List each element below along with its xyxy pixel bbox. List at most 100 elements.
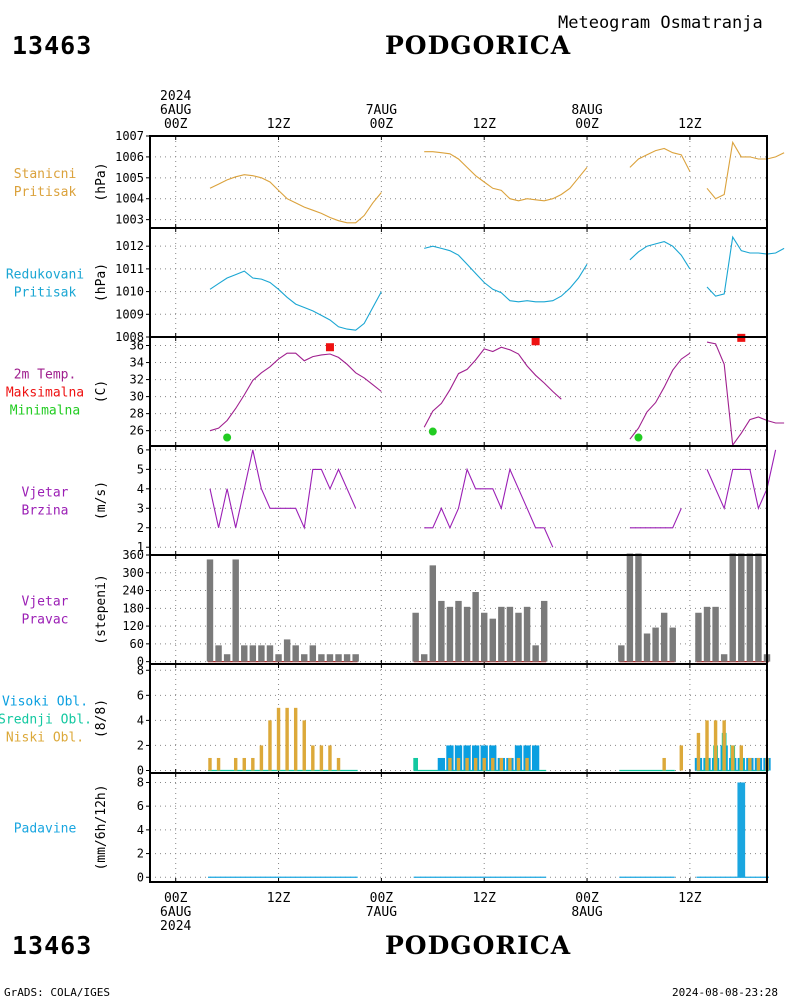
- parameter-label: Pravac: [22, 613, 69, 628]
- y-tick-label: 240: [122, 584, 144, 598]
- wind-direction-bar: [249, 645, 257, 662]
- time-label-top: 00Z: [370, 117, 394, 132]
- cloud-cover-bar: [465, 757, 469, 771]
- time-label-top: 8AUG: [571, 103, 602, 118]
- y-tick-label: 1005: [115, 171, 144, 185]
- wind-direction-bar: [455, 600, 462, 662]
- time-label-bottom: 00Z: [164, 891, 188, 906]
- time-label-top: 12Z: [678, 117, 702, 132]
- temperature-line: [423, 346, 562, 428]
- cloud-cover-bar: [268, 720, 272, 771]
- parameter-label: Srednji Obl.: [0, 713, 92, 728]
- wind-direction-bar: [223, 654, 231, 662]
- temperature-line: [706, 341, 785, 447]
- wind-direction-bar: [489, 618, 496, 662]
- cloud-cover-bar: [413, 757, 419, 771]
- y-tick-label: 180: [122, 601, 144, 615]
- cloud-cover-bar: [722, 720, 726, 771]
- wind-direction-bar: [618, 645, 625, 662]
- y-tick-label: 6: [137, 799, 144, 813]
- time-label-top: 00Z: [575, 117, 599, 132]
- wind-direction-bar: [652, 627, 659, 662]
- time-label-top: 12Z: [267, 117, 291, 132]
- reduced-pressure-line: [706, 235, 785, 297]
- station-id-bottom: 13463: [12, 931, 93, 960]
- wind-direction-bar: [421, 654, 428, 662]
- wind-direction-bar: [540, 600, 548, 662]
- y-tick-label: 1008: [115, 330, 144, 344]
- wind-direction-bar: [301, 654, 308, 662]
- wind-direction-bar: [352, 654, 359, 662]
- y-tick-label: 28: [130, 407, 144, 421]
- y-tick-label: 300: [122, 566, 144, 580]
- y-tick-label: 0: [137, 655, 144, 669]
- wind-direction-bar: [412, 612, 419, 662]
- tmin-marker: [634, 433, 643, 442]
- y-tick-label: 1009: [115, 307, 144, 321]
- city-name-bottom: PODGORICA: [385, 931, 572, 960]
- time-label-top: 2024: [160, 89, 191, 104]
- wind-direction-bar: [241, 645, 248, 662]
- cloud-cover-bar: [491, 757, 495, 771]
- wind-direction-bar: [635, 553, 642, 662]
- y-tick-label: 2: [137, 847, 144, 861]
- parameter-label: Minimalna: [10, 404, 80, 419]
- cloud-cover-bar: [311, 745, 315, 771]
- cloud-cover-bar: [276, 707, 281, 771]
- wind-direction-bar: [206, 559, 214, 662]
- cloud-cover-bar: [516, 757, 521, 771]
- y-tick-label: 4: [137, 482, 144, 496]
- y-tick-label: 60: [130, 637, 144, 651]
- y-tick-label: 36: [130, 339, 144, 353]
- credit-text: GrADS: COLA/IGES: [4, 986, 110, 999]
- wind-direction-bar: [463, 606, 471, 662]
- wind-direction-bar: [626, 553, 634, 662]
- wind-direction-bar: [438, 600, 445, 662]
- y-tick-label: 8: [137, 663, 144, 677]
- wind-direction-bar: [720, 654, 728, 662]
- cloud-cover-bar: [456, 757, 461, 771]
- cloud-cover-bar: [208, 757, 212, 771]
- unit-label: (8/8): [94, 699, 109, 738]
- parameter-label: Vjetar: [22, 595, 69, 610]
- y-tick-label: 1007: [115, 129, 144, 143]
- time-label-bottom: 2024: [160, 919, 191, 934]
- wind-direction-bar: [738, 553, 745, 662]
- y-tick-label: 26: [130, 424, 144, 438]
- city-name-top: PODGORICA: [385, 31, 572, 60]
- y-tick-label: 360: [122, 548, 144, 562]
- cloud-cover-bar: [756, 757, 761, 771]
- wind-direction-bar: [498, 606, 505, 662]
- y-tick-label: 8: [137, 775, 144, 789]
- y-tick-label: 1011: [115, 262, 144, 276]
- y-tick-label: 2: [137, 738, 144, 752]
- wind-speed-line: [706, 449, 777, 511]
- cloud-cover-bar: [437, 757, 446, 771]
- cloud-cover-bar: [336, 757, 341, 771]
- unit-label: (C): [94, 380, 109, 403]
- cloud-cover-bar: [233, 757, 238, 771]
- wind-direction-bar: [275, 654, 282, 662]
- y-tick-label: 6: [137, 443, 144, 457]
- time-label-bottom: 8AUG: [571, 905, 602, 920]
- cloud-cover-bar: [679, 745, 684, 771]
- time-label-bottom: 00Z: [370, 891, 394, 906]
- reduced-pressure-line: [209, 270, 382, 331]
- y-tick-label: 120: [122, 619, 144, 633]
- y-tick-label: 5: [137, 462, 144, 476]
- wind-direction-bar: [335, 654, 342, 662]
- parameter-label: Redukovani: [6, 268, 84, 283]
- unit-label: (hPa): [94, 263, 109, 302]
- wind-direction-bar: [446, 606, 454, 662]
- parameter-label: Brzina: [22, 504, 69, 519]
- y-tick-label: 1: [137, 540, 144, 554]
- wind-direction-bar: [746, 553, 754, 662]
- station-id-top: 13463: [12, 31, 93, 60]
- y-tick-label: 4: [137, 713, 144, 727]
- cloud-cover-bar: [319, 745, 324, 771]
- panel-frame: [149, 135, 768, 229]
- reduced-pressure-line: [424, 245, 588, 303]
- cloud-cover-bar: [242, 757, 246, 771]
- cloud-cover-bar: [731, 745, 735, 771]
